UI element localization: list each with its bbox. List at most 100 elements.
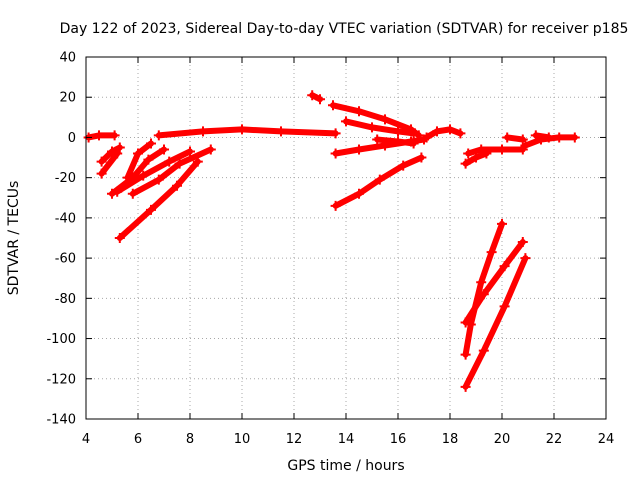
data-point-marker [497, 144, 507, 155]
data-point-marker [159, 144, 169, 155]
data-point-marker [330, 128, 341, 139]
data-point-marker [330, 148, 341, 159]
data-point-marker [460, 317, 471, 328]
x-tick-label: 22 [546, 432, 563, 447]
data-point-marker [276, 126, 286, 137]
data-point-marker [112, 148, 123, 159]
x-tick-label: 18 [442, 432, 459, 447]
series-track-line [98, 150, 121, 177]
data-point-marker [476, 144, 487, 155]
series-track-21 [530, 130, 554, 143]
data-point-marker [354, 188, 364, 199]
data-point-marker [237, 124, 247, 135]
data-point-marker [398, 160, 409, 171]
data-point-marker [205, 144, 216, 155]
data-point-marker [543, 132, 554, 143]
series-track-15 [330, 152, 427, 211]
data-point-marker [174, 158, 185, 169]
series-track-08 [114, 156, 203, 243]
series-track-22 [460, 218, 507, 360]
y-tick-label: 0 [68, 131, 76, 146]
data-point-marker [499, 301, 510, 312]
x-tick-label: 8 [186, 432, 194, 447]
data-point-marker [486, 247, 497, 258]
data-point-marker [478, 289, 489, 300]
y-axis-label: SDTVAR / TECUs [6, 181, 22, 296]
y-axis-tick-labels: -140 -120 -100 -80 -60 -40 -20 0 20 40 [46, 51, 76, 428]
x-axis-label: GPS time / hours [287, 458, 404, 474]
data-point-marker [408, 128, 419, 139]
data-point-marker [367, 122, 377, 133]
x-tick-label: 20 [494, 432, 511, 447]
data-point-marker [380, 114, 390, 125]
data-point-marker [432, 126, 442, 137]
x-tick-label: 10 [234, 432, 251, 447]
data-point-marker [198, 126, 208, 137]
series-track-13 [330, 134, 429, 159]
series-track-line [129, 146, 214, 197]
data-point-marker [393, 126, 403, 137]
series-track-12 [341, 116, 419, 139]
data-point-marker [478, 345, 489, 356]
data-point-marker [517, 237, 528, 248]
axis-ticks [85, 56, 607, 420]
data-point-marker [114, 233, 125, 243]
data-point-marker [499, 261, 510, 272]
data-point-marker [460, 158, 471, 169]
data-point-marker [460, 381, 471, 392]
series-track-03 [96, 148, 123, 179]
data-point-marker [497, 218, 507, 229]
data-point-marker [476, 277, 487, 288]
series-track-07 [127, 144, 216, 199]
data-point-marker [393, 136, 403, 147]
series-track-line [155, 126, 339, 139]
data-point-marker [502, 132, 513, 143]
data-point-marker [146, 138, 156, 149]
x-tick-label: 12 [286, 432, 303, 447]
data-point-marker [164, 156, 175, 167]
x-axis-tick-labels: 4 6 8 10 12 14 16 18 20 22 24 [82, 432, 614, 447]
y-tick-label: -80 [55, 292, 76, 307]
data-point-marker [517, 134, 528, 145]
data-point-marker [109, 130, 120, 141]
data-point-marker [315, 94, 325, 105]
series-track-14 [372, 134, 419, 149]
series-track-line [465, 146, 526, 157]
x-tick-label: 6 [134, 432, 142, 447]
series-track-19 [502, 132, 528, 145]
data-point-marker [146, 204, 156, 215]
series-track-line [116, 158, 201, 241]
series-track-16 [421, 124, 466, 143]
data-point-marker [554, 132, 565, 143]
series-track-10 [307, 90, 325, 105]
data-point-marker [96, 168, 107, 179]
data-point-marker [374, 174, 385, 185]
data-point-marker [416, 152, 427, 163]
series-layer [83, 90, 580, 392]
data-point-marker [153, 130, 164, 141]
data-point-marker [421, 132, 432, 143]
series-track-18 [463, 144, 528, 159]
data-point-marker [143, 154, 154, 165]
x-tick-label: 4 [82, 432, 90, 447]
data-point-marker [114, 142, 125, 153]
data-point-marker [307, 90, 318, 101]
data-point-marker [330, 200, 341, 211]
data-point-marker [138, 170, 149, 181]
series-track-09 [153, 124, 341, 141]
data-point-marker [445, 124, 455, 135]
data-point-marker [520, 253, 531, 264]
series-track-line [462, 239, 526, 326]
data-point-marker [96, 156, 107, 167]
y-tick-label: -120 [46, 372, 76, 387]
data-point-marker [341, 116, 351, 127]
data-point-marker [460, 349, 471, 360]
data-point-marker [328, 100, 338, 111]
series-track-01 [83, 130, 120, 143]
data-point-marker [354, 144, 364, 155]
data-point-marker [133, 148, 143, 159]
data-point-marker [112, 186, 123, 197]
y-tick-label: -100 [46, 332, 76, 347]
data-point-marker [354, 106, 364, 117]
y-tick-label: -40 [55, 211, 76, 226]
